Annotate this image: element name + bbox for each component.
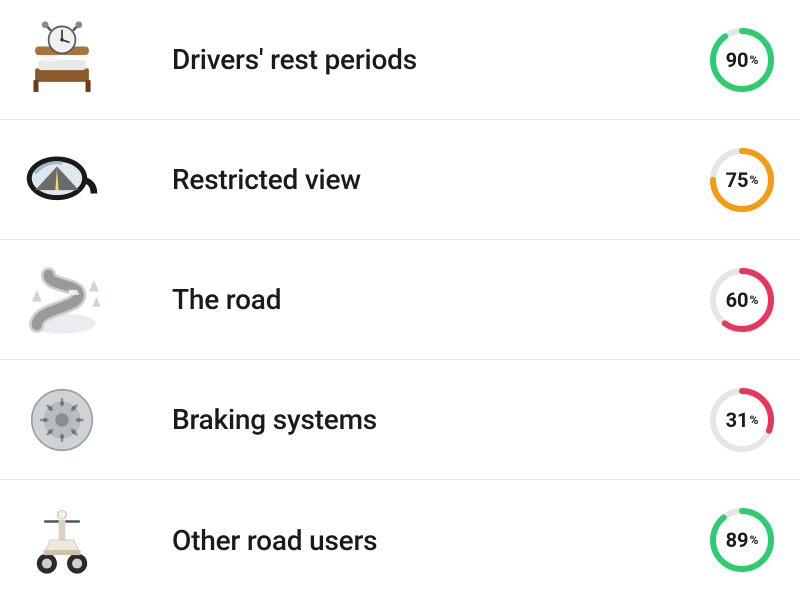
road-icon <box>16 254 108 346</box>
progress-value: 89 <box>726 528 749 552</box>
progress-gauge: 89% <box>708 506 776 574</box>
braking-icon <box>16 374 108 466</box>
progress-value: 31 <box>726 408 749 432</box>
list-item[interactable]: Other road users 89% <box>0 480 800 600</box>
other-users-icon <box>16 494 108 586</box>
progress-gauge: 60% <box>708 266 776 334</box>
percent-sign: % <box>750 293 759 307</box>
percent-sign: % <box>750 173 759 187</box>
progress-value: 90 <box>726 48 749 72</box>
list-item[interactable]: The road 60% <box>0 240 800 360</box>
percent-sign: % <box>750 53 759 67</box>
list-item[interactable]: Restricted view 75% <box>0 120 800 240</box>
progress-value: 60 <box>726 288 749 312</box>
topic-label: Other road users <box>172 524 708 557</box>
topic-label: The road <box>172 283 708 316</box>
topic-label: Drivers' rest periods <box>172 43 708 76</box>
progress-value: 75 <box>726 168 749 192</box>
percent-sign: % <box>750 533 759 547</box>
progress-gauge: 75% <box>708 146 776 214</box>
topic-list: Drivers' rest periods 90% Restric <box>0 0 800 600</box>
progress-gauge: 90% <box>708 26 776 94</box>
restricted-view-icon <box>16 134 108 226</box>
rest-periods-icon <box>16 14 108 106</box>
progress-gauge: 31% <box>708 386 776 454</box>
topic-label: Restricted view <box>172 163 708 196</box>
list-item[interactable]: Braking systems 31% <box>0 360 800 480</box>
topic-label: Braking systems <box>172 403 708 436</box>
list-item[interactable]: Drivers' rest periods 90% <box>0 0 800 120</box>
percent-sign: % <box>750 413 759 427</box>
